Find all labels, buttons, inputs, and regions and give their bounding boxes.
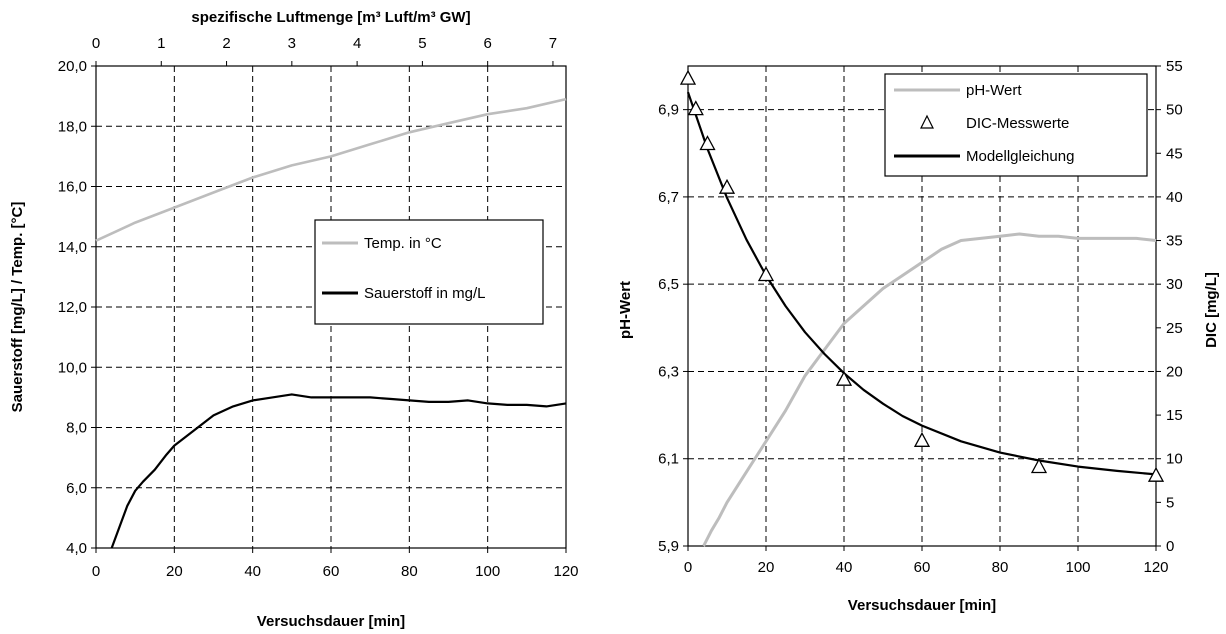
right-y2-tick-label: 20: [1166, 363, 1183, 380]
dic-marker: [687, 100, 704, 116]
left-y-tick-label: 16,0: [58, 179, 87, 196]
left-y-tick-label: 8,0: [66, 420, 87, 437]
dic-marker: [679, 69, 697, 85]
left-top-axis-title: spezifische Luftmenge [m³ Luft/m³ GW]: [191, 9, 470, 26]
right-legend: pH-Wert DIC-Messwerte Modellgleichung: [884, 73, 1148, 177]
left-top-tick-label: 4: [353, 35, 361, 52]
right-x-tick-label: 100: [1065, 559, 1090, 576]
right-x-axis-title: Versuchsdauer [min]: [848, 597, 996, 614]
left-chart: 0 20 40 60 80 100 1204,06,08,010,012,014,016,0…: [9, 9, 579, 630]
legend-label-dic: DIC-Messwerte: [966, 115, 1069, 132]
legend-label-temperature: Temp. in °C: [364, 235, 442, 252]
left-top-tick-label: 1: [157, 35, 165, 52]
left-y-tick-label: 20,0: [58, 58, 87, 75]
right-y2-axis-title: DIC [mg/L]: [1203, 272, 1220, 348]
left-legend-box: [314, 219, 544, 325]
dic-marker: [1147, 466, 1165, 482]
left-y-tick-label: 6,0: [66, 480, 87, 497]
left-y-axis-title: Sauerstoff [mg/L] / Temp. [°C]: [9, 202, 26, 413]
right-y-tick-label: 6,3: [658, 363, 679, 380]
dic-marker: [699, 135, 716, 151]
right-y-tick-label: 6,5: [658, 276, 679, 293]
left-legend: Temp. in °C Sauerstoff in mg/L: [314, 219, 544, 325]
right-x-tick-label: 0: [684, 559, 692, 576]
left-x-tick-label: 100: [475, 563, 500, 580]
right-y2-tick-label: 5: [1166, 494, 1174, 511]
right-y2-tick-label: 15: [1166, 407, 1183, 424]
left-y-tick-label: 10,0: [58, 359, 87, 376]
left-x-tick-label: 20: [166, 563, 183, 580]
right-ticks: 0 20 40 60 80 100 120 5,9 6,1 6,3 6,5 6,7 6,9 0 5 10 15 2…: [658, 58, 1183, 576]
legend-swatch-dic-triangle-icon: [920, 114, 934, 129]
left-x-tick-label: 0: [92, 563, 100, 580]
right-y-axis-title: pH-Wert: [617, 281, 634, 339]
right-x-tick-label: 80: [992, 559, 1009, 576]
right-y2-tick-label: 55: [1166, 58, 1183, 75]
left-top-tick-label: 2: [222, 35, 230, 52]
left-top-tick-label: 3: [288, 35, 296, 52]
dic-marker: [913, 431, 931, 447]
left-y-tick-label: 18,0: [58, 118, 87, 135]
right-y-tick-label: 5,9: [658, 538, 679, 555]
legend-label-ph: pH-Wert: [966, 82, 1022, 99]
right-y2-tick-label: 0: [1166, 538, 1174, 555]
dic-marker: [718, 178, 736, 194]
dic-marker: [757, 266, 775, 282]
left-top-tick-label: 7: [549, 35, 557, 52]
left-y-tick-label: 12,0: [58, 299, 87, 316]
dic-marker: [1030, 458, 1048, 474]
right-y2-tick-label: 30: [1166, 276, 1183, 293]
left-top-tick-label: 6: [483, 35, 491, 52]
left-x-tick-label: 80: [401, 563, 418, 580]
left-top-tick-label: 0: [92, 35, 100, 52]
left-series: [95, 97, 567, 549]
ph-line: [702, 232, 1157, 547]
right-y2-tick-label: 25: [1166, 320, 1183, 337]
left-top-tick-label: 5: [418, 35, 426, 52]
left-x-tick-label: 40: [244, 563, 261, 580]
left-x-tick-label: 60: [323, 563, 340, 580]
right-x-tick-label: 120: [1143, 559, 1168, 576]
right-y2-tick-label: 35: [1166, 233, 1183, 250]
left-ticks: 0 20 40 60 80 100 1204,06,08,010,012,014,016,0…: [58, 35, 579, 580]
right-y2-tick-label: 40: [1166, 189, 1183, 206]
right-series: [679, 69, 1165, 547]
dic-marker: [835, 370, 853, 386]
right-y2-tick-label: 45: [1166, 145, 1183, 162]
right-y-tick-label: 6,7: [658, 189, 679, 206]
right-y-tick-label: 6,1: [658, 451, 679, 468]
left-y-tick-label: 14,0: [58, 239, 87, 256]
right-chart: 0 20 40 60 80 100 120 5,9 6,1 6,3 6,5 6,7 6,9 0 5 10 15 2…: [617, 58, 1220, 614]
right-y2-tick-label: 50: [1166, 102, 1183, 119]
right-x-tick-label: 20: [758, 559, 775, 576]
right-x-tick-label: 60: [914, 559, 931, 576]
right-y-tick-label: 6,9: [658, 102, 679, 119]
oxygen-line: [110, 393, 567, 549]
right-y2-tick-label: 10: [1166, 451, 1183, 468]
legend-label-model: Modellgleichung: [966, 148, 1074, 165]
temperature-line: [95, 97, 567, 242]
legend-label-oxygen: Sauerstoff in mg/L: [364, 285, 485, 302]
right-x-tick-label: 40: [836, 559, 853, 576]
left-x-tick-label: 120: [553, 563, 578, 580]
left-y-tick-label: 4,0: [66, 540, 87, 557]
left-x-axis-title: Versuchsdauer [min]: [257, 613, 405, 630]
